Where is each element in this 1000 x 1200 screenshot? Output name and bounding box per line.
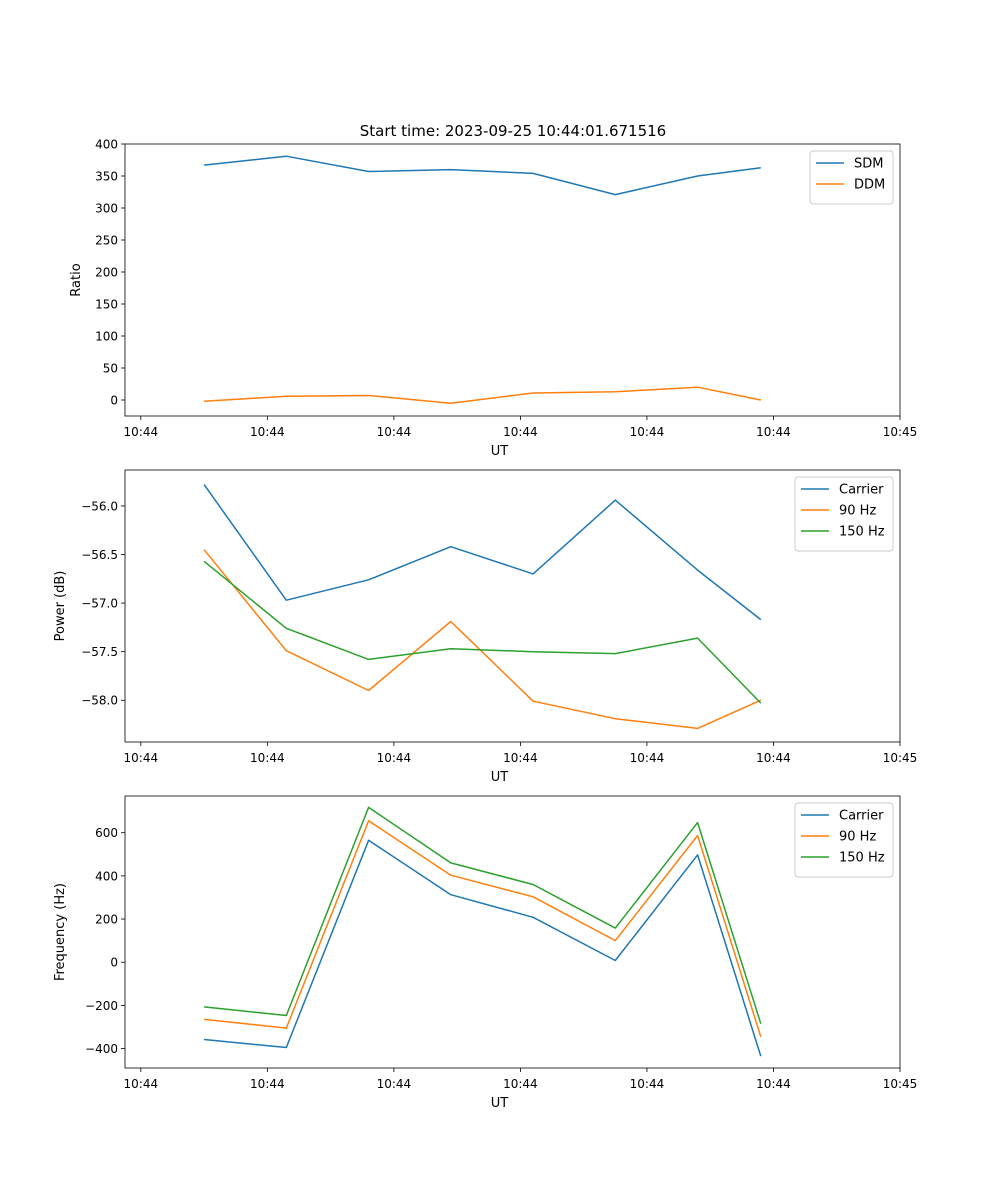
power-legend-label: 90 Hz <box>839 504 876 519</box>
ratio-legend-box <box>809 150 894 205</box>
power-x-tick-label: 10:44 <box>124 751 159 765</box>
frequency-y-tick-label: 0 <box>110 956 118 970</box>
ratio-y-tick-label: 0 <box>110 394 118 408</box>
ratio-y-tick-label: 100 <box>95 330 118 344</box>
ratio-panel: 10:44 10:44 10:44 10:44 10:44 10:44 10:45 0 50 10… <box>69 138 917 460</box>
power-series-line-carrier <box>203 484 762 621</box>
power-x-tick-label: 10:44 <box>377 751 412 765</box>
frequency-y-tick-label: −200 <box>85 999 118 1013</box>
power-axes-frame <box>124 469 901 743</box>
power-panel: 10:44 10:44 10:44 10:44 10:44 10:44 10:45 −58.0… <box>53 469 918 785</box>
frequency-panel: 10:44 10:44 10:44 10:44 10:44 10:44 10:45 −400 −… <box>53 795 918 1111</box>
frequency-y-tick-label: 600 <box>95 826 118 840</box>
ratio-y-tick-label: 350 <box>95 170 118 184</box>
power-y-tick-label: −57.5 <box>81 645 118 659</box>
figure-title: Start time: 2023-09-25 10:44:01.671516 <box>360 122 666 140</box>
ratio-x-tick-label: 10:45 <box>883 425 918 439</box>
power-series-line-150-hz <box>203 560 762 704</box>
frequency-series-line-90-hz <box>204 820 762 1037</box>
frequency-x-tick-label: 10:44 <box>124 1077 159 1091</box>
ratio-y-tick-label: 150 <box>95 298 118 312</box>
frequency-x-tick-label: 10:44 <box>503 1077 538 1091</box>
frequency-axes-frame <box>124 795 901 1069</box>
power-x-tick-label: 10:44 <box>630 751 665 765</box>
ratio-x-axis-label: UT <box>491 444 509 459</box>
ratio-legend-label: SDM <box>854 157 883 172</box>
power-legend-box <box>794 476 894 552</box>
frequency-x-tick-label: 10:44 <box>756 1077 791 1091</box>
power-y-tick-label: −57.0 <box>81 597 118 611</box>
frequency-legend-label: Carrier <box>839 809 884 824</box>
ratio-series-line-ddm <box>204 386 761 404</box>
power-legend-label: Carrier <box>839 483 884 498</box>
ratio-series-line-sdm <box>204 155 761 196</box>
frequency-series-line-carrier <box>204 839 762 1057</box>
ratio-x-tick-label: 10:44 <box>377 425 412 439</box>
ratio-x-tick-label: 10:44 <box>630 425 665 439</box>
ratio-x-tick-label: 10:44 <box>503 425 538 439</box>
power-x-tick-label: 10:44 <box>756 751 791 765</box>
ratio-axes-frame <box>124 143 901 417</box>
ratio-x-tick-label: 10:44 <box>250 425 285 439</box>
power-y-axis-label: Power (dB) <box>53 571 68 642</box>
frequency-y-tick-label: 400 <box>95 869 118 883</box>
ratio-y-tick-label: 400 <box>95 138 118 152</box>
frequency-y-tick-label: 200 <box>95 913 118 927</box>
ratio-x-tick-label: 10:44 <box>756 425 791 439</box>
ratio-y-axis-label: Ratio <box>69 263 84 296</box>
frequency-y-axis-label: Frequency (Hz) <box>53 883 68 981</box>
power-x-axis-label: UT <box>491 770 509 785</box>
frequency-y-tick-label: −400 <box>85 1042 118 1056</box>
ratio-x-tick-label: 10:44 <box>124 425 159 439</box>
power-y-tick-label: −56.0 <box>81 499 118 513</box>
frequency-legend-label: 150 Hz <box>839 851 885 866</box>
frequency-legend-label: 90 Hz <box>839 830 876 845</box>
ratio-y-tick-label: 200 <box>95 266 118 280</box>
power-x-tick-label: 10:44 <box>503 751 538 765</box>
frequency-x-tick-label: 10:45 <box>883 1077 918 1091</box>
frequency-x-axis-label: UT <box>491 1096 509 1111</box>
frequency-x-tick-label: 10:44 <box>377 1077 412 1091</box>
power-x-tick-label: 10:44 <box>250 751 285 765</box>
frequency-x-tick-label: 10:44 <box>630 1077 665 1091</box>
ratio-y-tick-label: 300 <box>95 202 118 216</box>
frequency-series-line-150-hz <box>204 806 762 1024</box>
frequency-x-tick-label: 10:44 <box>250 1077 285 1091</box>
power-y-tick-label: −58.0 <box>81 694 118 708</box>
power-x-tick-label: 10:45 <box>883 751 918 765</box>
power-series-line-90-hz <box>203 549 762 730</box>
ratio-y-tick-label: 50 <box>103 362 118 376</box>
ratio-legend-label: DDM <box>854 178 885 193</box>
power-y-tick-label: −56.5 <box>81 548 118 562</box>
frequency-legend-box <box>794 802 894 878</box>
ratio-y-tick-label: 250 <box>95 234 118 248</box>
power-legend-label: 150 Hz <box>839 525 885 540</box>
